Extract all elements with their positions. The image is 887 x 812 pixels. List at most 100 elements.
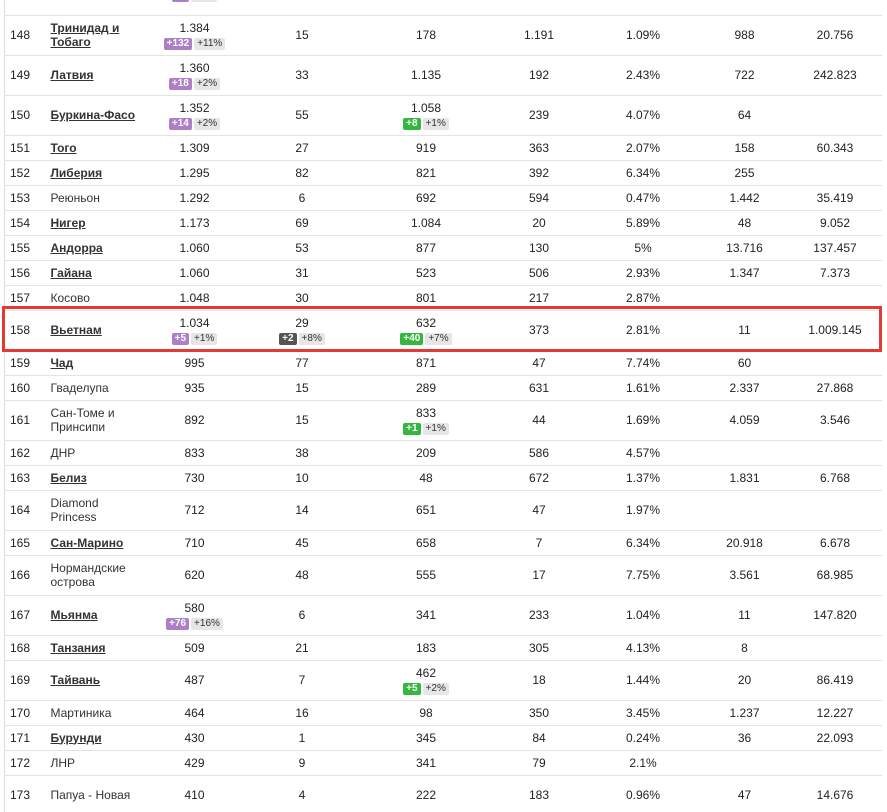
country-name[interactable]: Либерия — [50, 165, 103, 180]
rank-cell: 159 — [4, 350, 47, 376]
country-cell: Мьянма — [46, 595, 145, 636]
value-cell: 429 — [144, 750, 245, 776]
value-cell: 6.34% — [585, 160, 701, 186]
table-row: 150 Буркина-Фасо 1.352 +14 +2% 55 1.058 +8 +1% 23… — [4, 95, 882, 136]
value-cell — [700, 750, 789, 776]
percent-badge: +2% — [422, 682, 449, 695]
value-cell: 1.058 +8 +1% — [359, 95, 493, 136]
value-cell: +7+1% — [144, 0, 245, 16]
table-row: 165 Сан-Марино 710 45 658 7 6.34% 20.918 6.678 — [4, 530, 882, 556]
value-cell: 892 — [144, 400, 245, 441]
country-name[interactable]: Сан-Марино — [50, 535, 124, 550]
table-row: 149 Латвия 1.360 +18 +2% 33 1.135 192 2.43% 722 24… — [4, 55, 882, 96]
country-name[interactable]: Тринидад и Тобаго — [50, 21, 120, 49]
value: 580 — [184, 600, 205, 615]
rank-cell: 161 — [4, 400, 47, 441]
country-name[interactable]: Андорра — [50, 240, 103, 255]
value-cell: 410 — [144, 775, 245, 812]
value-cell: 1.292 — [144, 185, 245, 211]
country-name: Реюньон — [50, 190, 100, 205]
table-row: 168 Танзания 509 21 183 305 4.13% 8 — [4, 635, 882, 661]
value-cell: 341 — [359, 595, 493, 636]
country-name[interactable]: Чад — [50, 355, 74, 370]
badges: +5 +2% — [360, 680, 493, 695]
rank-cell: 172 — [4, 750, 47, 776]
value-cell: 1.360 +18 +2% — [144, 55, 245, 96]
value-cell: 239 — [492, 95, 586, 136]
table-row: 163 Белиз 730 10 48 672 1.37% 1.831 6.768 — [4, 465, 882, 491]
country-name: Diamond Princess — [50, 496, 99, 524]
value-cell: 6 — [244, 595, 360, 636]
country-name[interactable]: Бурунди — [50, 730, 102, 745]
value-cell: 29 +2 +8% — [244, 310, 360, 351]
value-cell: 6.768 — [788, 465, 882, 491]
rank-cell: 169 — [4, 660, 47, 701]
country-cell: Тринидад и Тобаго — [46, 15, 145, 56]
value-cell: 672 — [492, 465, 586, 491]
value-cell: 712 — [144, 490, 245, 531]
country-name[interactable]: Танзания — [50, 640, 106, 655]
value-cell: 1.97% — [585, 490, 701, 531]
country-name[interactable]: Латвия — [50, 68, 94, 82]
percent-badge: +8% — [298, 332, 325, 345]
value-cell: 21 — [244, 635, 360, 661]
value-cell: 1.352 +14 +2% — [144, 95, 245, 136]
value: 29 — [295, 315, 309, 330]
percent-badge: +2% — [193, 77, 221, 90]
country-name[interactable]: Нигер — [50, 215, 86, 230]
value-cell: 98 — [359, 700, 493, 726]
delta-badge: +5 — [403, 682, 421, 695]
value-cell: 47 — [492, 490, 586, 531]
value-cell: 594 — [492, 185, 586, 211]
table-row: 159 Чад 995 77 871 47 7.74% 60 — [4, 350, 882, 376]
country-name[interactable]: Гайана — [50, 265, 92, 280]
country-name[interactable]: Мьянма — [50, 608, 98, 622]
rank-cell: 150 — [4, 95, 47, 136]
country-name[interactable]: Буркина-Фасо — [50, 108, 136, 122]
value-cell: 60 — [700, 350, 789, 376]
value-cell: 2.337 — [700, 375, 789, 401]
value-cell: 430 — [144, 725, 245, 751]
delta-badge: +18 — [168, 77, 192, 90]
percent-badge: +7% — [425, 332, 452, 345]
rank-cell: 166 — [4, 555, 47, 596]
value: 1.384 — [179, 20, 210, 35]
table-row: 160 Гваделупа 935 15 289 631 1.61% 2.337 27.868 — [4, 375, 882, 401]
country-name[interactable]: Белиз — [50, 470, 87, 485]
delta-badge: +8 — [403, 117, 421, 130]
country-name[interactable]: Вьетнам — [50, 323, 102, 337]
value-cell: 1.309 — [144, 135, 245, 161]
badges: +40 +7% — [360, 330, 493, 345]
value-cell: 1.09% — [585, 15, 701, 56]
value-cell: 10 — [244, 465, 360, 491]
value-cell: 631 — [492, 375, 586, 401]
value-cell: 620 — [144, 555, 245, 596]
country-name: ЛНР — [50, 755, 76, 770]
value-cell — [700, 440, 789, 466]
country-name: Мартиника — [50, 705, 112, 720]
badges: +132 +11% — [145, 35, 245, 50]
country-cell: Бурунди — [46, 725, 145, 751]
table-row: 172 ЛНР 429 9 341 79 2.1% — [4, 750, 882, 776]
rank-cell: 151 — [4, 135, 47, 161]
value-cell: 137.457 — [788, 235, 882, 261]
country-name: Нормандские острова — [50, 561, 126, 589]
value-cell: 2.93% — [585, 260, 701, 286]
value-cell: 6.34% — [585, 530, 701, 556]
value-cell: 2.1% — [585, 750, 701, 776]
country-cell: Либерия — [46, 160, 145, 186]
value-cell: 48 — [359, 465, 493, 491]
value-cell: 147.820 — [788, 595, 882, 636]
value-cell: 14 — [244, 490, 360, 531]
value-cell: 341 — [359, 750, 493, 776]
value-cell: 305 — [492, 635, 586, 661]
country-cell: ДНР — [46, 440, 145, 466]
country-name[interactable]: Тайвань — [50, 673, 101, 687]
rank-cell: 170 — [4, 700, 47, 726]
value-cell: 178 — [359, 15, 493, 56]
rank-cell: 155 — [4, 235, 47, 261]
country-cell: Чад — [46, 350, 145, 376]
country-cell: Танзания — [46, 635, 145, 661]
country-name[interactable]: Того — [50, 140, 77, 155]
